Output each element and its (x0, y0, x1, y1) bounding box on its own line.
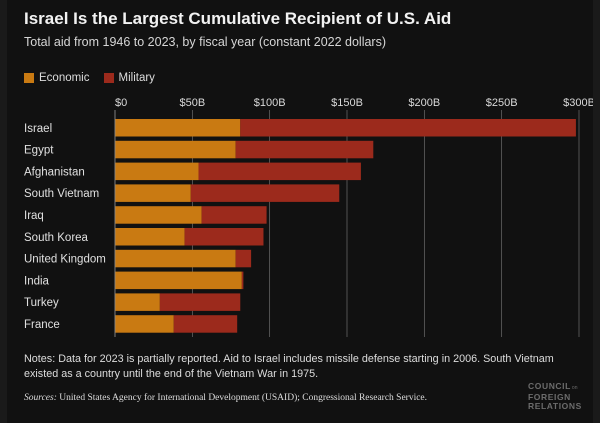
legend-swatch-economic (24, 73, 34, 83)
cfr-logo: COUNCILon FOREIGN RELATIONS (528, 382, 582, 411)
logo-line-3: RELATIONS (528, 401, 582, 411)
bar-economic-india (115, 271, 242, 290)
sources-label: Sources: (24, 393, 57, 403)
bar-chart: $0 $50B $100B $150B $200B $250B $300B Israel Egy… (24, 97, 593, 337)
bar-economic-iraq (115, 206, 202, 224)
category-label: Israel (24, 123, 52, 135)
legend-swatch-military (103, 73, 114, 83)
legend-label-economic: Economic (39, 72, 90, 84)
bar-economic-south-korea (115, 228, 185, 246)
x-tick-label: $50B (179, 97, 205, 109)
bar-military-india (241, 271, 244, 290)
bar-economic-france (115, 315, 174, 333)
bar-economic-united-kingdom (115, 249, 236, 268)
legend-label-military: Military (118, 72, 155, 84)
legend-item-economic: Economic (24, 72, 90, 84)
category-label: United Kingdom (24, 254, 106, 266)
bar-economic-egypt (115, 140, 236, 159)
x-tick-label: $300B (563, 97, 593, 109)
x-tick-label: $250B (486, 97, 518, 109)
sources-text: United States Agency for International D… (59, 393, 428, 403)
bar-military-turkey (159, 293, 241, 311)
category-label: South Korea (24, 232, 89, 244)
logo-of: on (571, 385, 578, 391)
bar-military-egypt (235, 140, 374, 159)
logo-line-2: FOREIGN (528, 392, 571, 402)
bar-economic-south-vietnam (115, 184, 191, 202)
bar-military-south-vietnam (190, 184, 340, 202)
x-tick-label: $100B (254, 97, 286, 109)
legend-item-military: Military (103, 72, 155, 84)
category-label: South Vietnam (24, 188, 99, 200)
legend: Economic Military (24, 72, 169, 84)
bar-economic-afghanistan (115, 162, 199, 181)
category-label: Afghanistan (24, 166, 85, 178)
chart-notes: Notes: Data for 2023 is partially report… (24, 353, 554, 380)
category-label: Egypt (24, 145, 54, 157)
bar-economic-israel (115, 119, 241, 137)
x-tick-label: $0 (115, 97, 127, 109)
bar-economic-turkey (115, 293, 160, 311)
bar-military-united-kingdom (235, 249, 252, 268)
chart-card: Israel Is the Largest Cumulative Recipie… (7, 0, 593, 423)
chart-title: Israel Is the Largest Cumulative Recipie… (24, 9, 452, 28)
chart-sources: Sources: United States Agency for Intern… (24, 393, 427, 403)
chart-subtitle: Total aid from 1946 to 2023, by fiscal y… (24, 35, 387, 49)
bar-military-france (173, 315, 238, 333)
x-tick-label: $150B (331, 97, 363, 109)
x-tick-label: $200B (408, 97, 440, 109)
bar-military-south-korea (184, 228, 264, 246)
bar-military-iraq (201, 206, 267, 224)
logo-line-1: COUNCIL (528, 381, 571, 391)
category-label: Iraq (24, 210, 44, 222)
category-label: France (24, 319, 60, 331)
category-label: Turkey (24, 297, 59, 309)
bar-military-israel (240, 119, 576, 137)
category-label: India (24, 275, 50, 287)
bar-military-afghanistan (198, 162, 361, 181)
